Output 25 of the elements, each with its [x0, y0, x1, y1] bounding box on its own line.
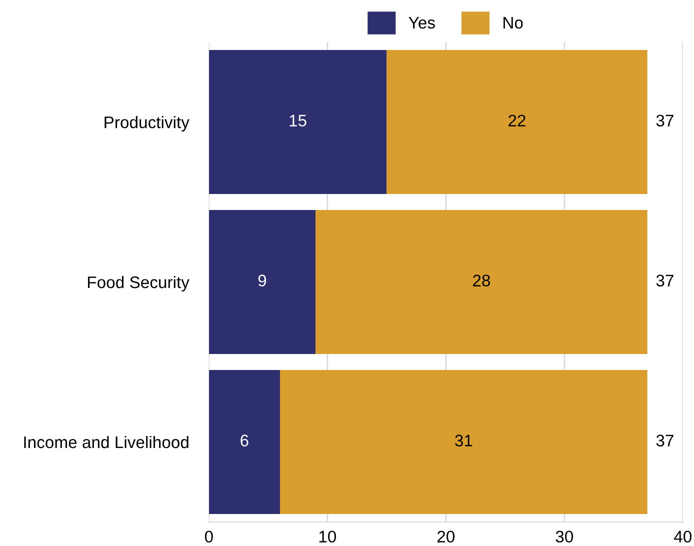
bar	[280, 370, 648, 514]
x-tick-label: 20	[437, 530, 455, 543]
data-label: 15	[290, 114, 306, 127]
y-tick-label: Income and Livelihood	[24, 436, 188, 448]
data-label: 6	[240, 434, 248, 446]
bar	[316, 210, 648, 354]
x-tick-label: 10	[319, 530, 336, 543]
bar	[208, 210, 316, 354]
legend-label: Yes	[408, 16, 435, 29]
data-label: 9	[258, 274, 266, 286]
bar	[208, 50, 387, 194]
total-label: 37	[656, 114, 674, 127]
total-label: 37	[656, 434, 674, 446]
x-tick-label: 0	[204, 530, 213, 543]
y-tick-label: Productivity	[104, 116, 190, 132]
bar	[386, 50, 648, 194]
y-tick-label: Food Security	[88, 276, 190, 292]
x-tick-label: 40	[674, 530, 692, 543]
bar	[208, 370, 280, 514]
x-tick-label: 30	[556, 530, 574, 543]
data-label: 28	[473, 274, 490, 286]
data-label: 22	[508, 114, 526, 126]
legend-label: No	[504, 16, 523, 29]
data-label: 31	[455, 434, 472, 446]
total-label: 37	[656, 274, 674, 286]
